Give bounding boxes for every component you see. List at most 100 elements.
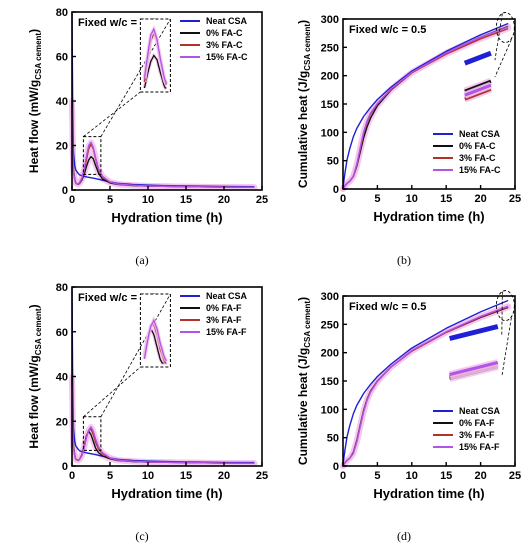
zoom-source-ellipse [495,12,515,43]
zoom-connector [100,18,171,137]
zoom-connector [100,293,171,417]
zoom-inset [82,18,171,175]
y-axis-label-end: ) [296,20,310,24]
legend: Neat CSA 0% FA-F 3% FA-F 15% FA-F [433,406,501,452]
y-tick-label: 200 [321,71,339,83]
y-tick-label: 150 [321,376,339,388]
zoom-series-line-3 [449,361,499,376]
zoom-series-line-3 [464,83,492,97]
legend-entry-2: 3% FA-C [206,40,243,50]
y-tick-label: 20 [56,141,68,153]
y-axis-label-main: Heat flow (mW/g [27,80,41,173]
x-tick-label: 10 [406,193,418,205]
x-tick-label: 10 [142,194,154,206]
legend: Neat CSA 0% FA-F 3% FA-F 15% FA-F [180,291,248,337]
y-tick-label: 0 [62,185,68,197]
zoom-connector [83,366,141,418]
condition-annotation: Fixed w/c = 0.5 [349,301,426,313]
y-tick-label: 50 [327,156,339,168]
x-tick-label: 25 [256,470,268,482]
y-axis-label-subscript: CSA cement [34,33,43,80]
zoom-series-line-0 [463,50,492,66]
x-tick-label: 25 [256,194,268,206]
y-axis-label-end: ) [27,29,41,33]
legend-entry-1: 0% FA-C [206,28,243,38]
y-tick-label: 40 [56,96,68,108]
y-axis-label-main: Heat flow (mW/g [27,355,41,448]
y-tick-label: 150 [321,99,339,111]
y-tick-label: 300 [321,291,339,303]
condition-annotation: Fixed w/c = 0.5 [78,17,155,29]
series-line-0 [71,11,255,188]
legend-entry-1: 0% FA-C [459,141,496,151]
x-tick-label: 15 [440,470,452,482]
x-tick-label: 0 [340,193,346,205]
x-axis-label: Hydration time (h) [111,210,222,225]
chart-panel-0: 0 5 10 15 20 25 0 20 40 60 80 Hydration time (h) Hea… [27,7,268,267]
y-axis-label-subscript: CSA cement [303,24,312,71]
x-tick-label: 0 [340,470,346,482]
legend-entry-0: Neat CSA [206,291,248,301]
legend-entry-0: Neat CSA [206,16,248,26]
zoom-series-line-2 [464,87,492,101]
y-tick-label: 20 [56,416,68,428]
x-tick-label: 0 [69,470,75,482]
y-axis-label-subscript: CSA cement [303,301,312,348]
series-line-3 [342,305,509,467]
chart-panel-2: 0 5 10 15 20 25 0 20 40 60 80 Hydration time (h) Hea… [27,282,268,543]
y-axis-label-main: Cumulative heat (J/g [296,71,310,188]
series-line-3 [342,26,509,190]
x-tick-label: 15 [180,194,192,206]
series-line-3 [71,383,255,464]
zoom-inset [448,290,515,382]
y-axis-label-end: ) [296,297,310,301]
legend-entry-3: 15% FA-C [459,165,501,175]
series-line-3 [71,107,255,188]
x-tick-label: 25 [509,470,521,482]
zoom-source-ellipse [495,290,515,322]
x-tick-label: 5 [374,193,380,205]
panel-caption: (a) [135,253,148,267]
y-axis-label: Cumulative heat (J/gCSA cement) [296,297,312,465]
y-tick-label: 60 [56,327,68,339]
y-tick-label: 250 [321,319,339,331]
y-tick-label: 0 [333,461,339,473]
plot-frame [342,18,516,190]
panel-caption: (d) [397,529,411,543]
zoom-inset [463,12,515,103]
zoom-connector [494,13,503,61]
legend: Neat CSA 0% FA-C 3% FA-C 15% FA-C [433,129,501,175]
plot-frame [342,295,516,467]
panel-caption: (b) [397,253,411,267]
zoom-connector [494,39,512,78]
x-tick-label: 20 [218,194,230,206]
y-tick-label: 0 [62,461,68,473]
y-tick-label: 100 [321,404,339,416]
x-tick-label: 20 [474,470,486,482]
zoom-series-line-3 [143,318,167,362]
x-tick-label: 10 [142,470,154,482]
legend-entry-3: 15% FA-F [459,442,500,452]
x-axis-label: Hydration time (h) [373,486,484,501]
zoom-series-line-0 [449,324,499,341]
series-line-0 [342,22,509,190]
legend-entry-3: 15% FA-F [206,327,247,337]
y-tick-label: 250 [321,42,339,54]
variability-band [69,380,258,467]
condition-annotation: Fixed w/c = 0.5 [78,292,155,304]
y-tick-label: 80 [56,282,68,294]
y-axis-label-subscript: CSA cement [34,308,43,355]
legend-entry-3: 15% FA-C [206,52,248,62]
y-tick-label: 0 [333,184,339,196]
y-tick-label: 200 [321,348,339,360]
x-tick-label: 20 [218,470,230,482]
x-axis-label: Hydration time (h) [373,209,484,224]
y-axis-label: Heat flow (mW/gCSA cement) [27,29,43,173]
legend: Neat CSA 0% FA-C 3% FA-C 15% FA-C [180,16,248,62]
series-line-0 [342,299,509,467]
y-axis-label-main: Cumulative heat (J/g [296,348,310,465]
y-tick-label: 60 [56,52,68,64]
x-tick-label: 25 [509,193,521,205]
